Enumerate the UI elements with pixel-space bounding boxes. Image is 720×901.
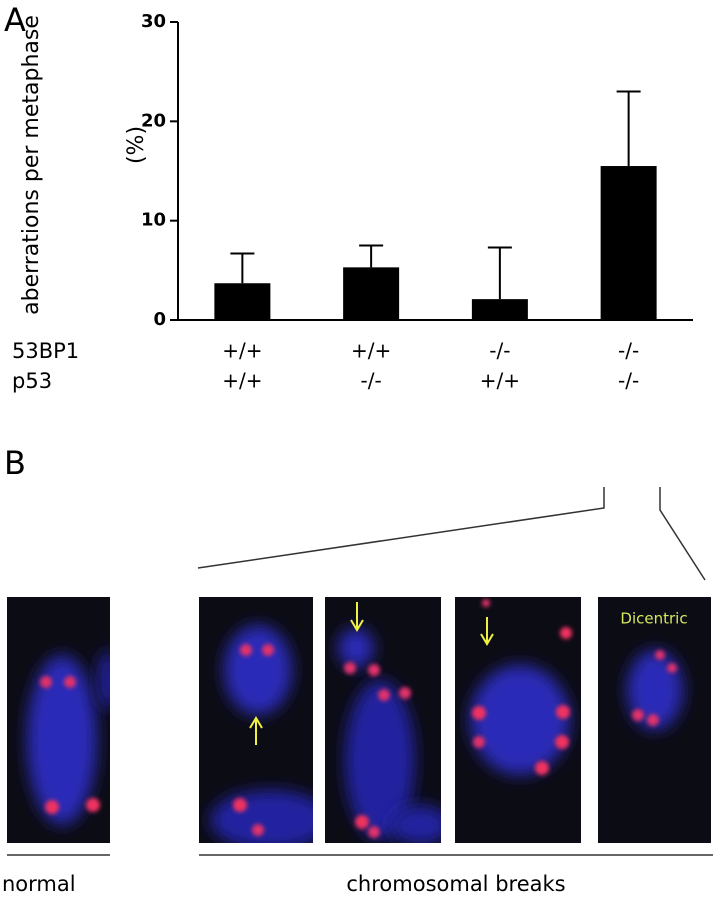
micrograph <box>325 597 441 843</box>
y-tick-label: 20 <box>141 110 166 131</box>
bar <box>471 299 528 320</box>
row-label: 53BP1 <box>12 339 79 363</box>
zoom-lines <box>7 487 713 856</box>
micrograph <box>7 597 110 843</box>
y-tick-label: 0 <box>153 309 166 330</box>
x-tick-label: -/- <box>618 369 639 393</box>
row-label: p53 <box>12 369 52 393</box>
group-label: normal <box>2 872 76 896</box>
x-tick-label: +/+ <box>222 369 262 393</box>
axes: 0 10 20 30 53BP1 +/+ +/+ -/- -/- p53 +/+ -/- +/+ -/- <box>12 11 693 393</box>
x-tick-label: -/- <box>618 339 639 363</box>
x-tick-label: +/+ <box>351 339 391 363</box>
group-label: chromosomal breaks <box>346 872 565 896</box>
y-axis-label: (%) <box>124 126 149 164</box>
bar <box>214 283 271 320</box>
y-tick-label: 10 <box>141 210 166 231</box>
panel-label: A <box>4 1 26 39</box>
image-label: Dicentric <box>620 610 687 628</box>
x-tick-label: -/- <box>361 369 382 393</box>
bar <box>600 166 657 320</box>
micrograph <box>598 597 711 843</box>
x-tick-label: -/- <box>489 339 510 363</box>
micrograph <box>455 597 581 843</box>
y-axis-label: aberrations per metaphase <box>19 15 44 315</box>
panel-label: B <box>4 444 26 482</box>
micrograph <box>199 597 313 843</box>
y-tick-label: 30 <box>141 11 166 32</box>
x-tick-label: +/+ <box>222 339 262 363</box>
bar <box>343 267 400 320</box>
x-tick-label: +/+ <box>480 369 520 393</box>
